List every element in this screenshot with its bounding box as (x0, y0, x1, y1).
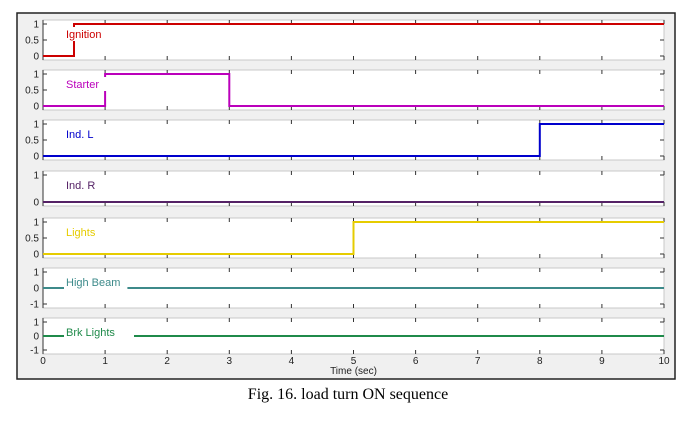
series-label-bg (64, 127, 108, 141)
series-label-ignition: Ignition (66, 29, 101, 41)
x-tick-label: 0 (40, 356, 46, 367)
y-tick-label: 0.5 (25, 234, 39, 245)
series-line-starter (43, 73, 664, 107)
y-tick-label: 1 (33, 268, 39, 279)
panels: 0 0.5 1 Ignition 0 0.5 1 Starter 0 0.5 1 Ind. L 0 1 In… (25, 19, 670, 377)
figure-caption: Fig. 16. load turn ON sequence (247, 386, 449, 403)
series-label-bg (64, 77, 115, 91)
x-tick-label: 3 (227, 356, 233, 367)
y-tick-label: 0.5 (25, 36, 39, 47)
y-tick-label: 0.5 (25, 136, 39, 147)
panel-high-beam: -1 0 1 High Beam (30, 267, 665, 311)
panel-ind-r: 0 1 Ind. R (33, 170, 665, 209)
panel-area-ind-l (42, 119, 665, 161)
x-tick-label: 9 (599, 356, 605, 367)
y-tick-label: 1 (33, 171, 39, 182)
y-tick-label: 0.5 (25, 86, 39, 97)
panel-ignition: 0 0.5 1 Ignition (25, 19, 665, 63)
y-tick-label: 1 (33, 120, 39, 131)
y-tick-label: -1 (30, 346, 39, 357)
panel-starter: 0 0.5 1 Starter (25, 69, 665, 113)
series-label-ind-l: Ind. L (66, 129, 94, 141)
y-tick-label: 1 (33, 218, 39, 229)
panel-area-ignition (42, 19, 665, 61)
x-tick-label: 5 (351, 356, 357, 367)
panel-lights: 0 0.5 1 Lights (25, 217, 665, 261)
series-label-brk-lights: Brk Lights (66, 327, 115, 339)
x-axis-label: Time (sec) (330, 366, 377, 377)
y-tick-label: 0 (33, 332, 39, 343)
x-tick-label: 10 (658, 356, 670, 367)
y-tick-label: 1 (33, 318, 39, 329)
series-label-high-beam: High Beam (66, 277, 120, 289)
x-tick-label: 8 (537, 356, 543, 367)
y-tick-label: 0 (33, 198, 39, 209)
y-tick-label: 0 (33, 284, 39, 295)
panel-area-starter (42, 69, 665, 111)
panel-area-ind-r (42, 170, 665, 207)
series-label-bg (64, 275, 128, 289)
y-tick-label: 0 (33, 102, 39, 113)
series-label-bg (64, 178, 108, 192)
panel-ind-l: 0 0.5 1 Ind. L (25, 119, 665, 163)
y-tick-label: -1 (30, 300, 39, 311)
x-tick-label: 7 (475, 356, 481, 367)
series-label-lights: Lights (66, 227, 96, 239)
panel-brk-lights: -1 0 1 Brk Lights (30, 317, 665, 357)
x-tick-label: 4 (289, 356, 295, 367)
series-label-bg (64, 325, 134, 339)
x-tick-label: 6 (413, 356, 419, 367)
y-tick-label: 0 (33, 52, 39, 63)
y-tick-label: 1 (33, 20, 39, 31)
x-tick-label: 2 (164, 356, 170, 367)
y-tick-label: 1 (33, 70, 39, 81)
x-tick-label: 1 (102, 356, 108, 367)
series-line-ind-l (43, 123, 664, 157)
series-label-bg (64, 27, 121, 41)
y-tick-label: 0 (33, 152, 39, 163)
y-tick-label: 0 (33, 250, 39, 261)
series-label-starter: Starter (66, 79, 99, 91)
series-label-bg (64, 225, 108, 239)
series-label-ind-r: Ind. R (66, 180, 95, 192)
series-line-lights (43, 221, 664, 255)
